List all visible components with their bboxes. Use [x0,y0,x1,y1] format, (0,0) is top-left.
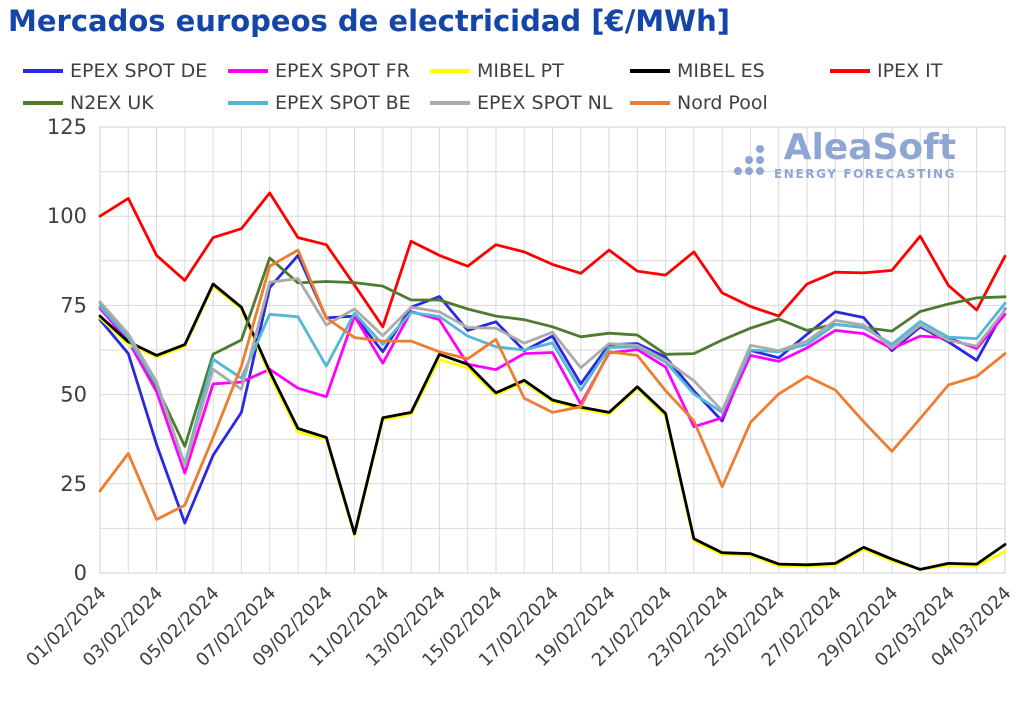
series-epex-spot-de [98,253,1007,525]
legend: EPEX SPOT DE EPEX SPOT FR MIBEL PT MIBEL ES… [0,0,1024,120]
series-nord-pool [98,248,1007,521]
chart-title: Mercados europeos de electricidad [€/MWh… [8,4,731,38]
legend-swatch-epex-spot-nl [430,101,470,105]
series-epex-spot-fr [98,306,1007,475]
gridlines [99,126,1006,574]
legend-label: MIBEL PT [477,60,564,82]
legend-label: EPEX SPOT FR [275,60,410,82]
legend-label: IPEX IT [877,60,943,82]
y-tick-label: 100 [47,204,87,228]
series-epex-spot-nl [98,277,1007,468]
legend-label: Nord Pool [677,92,768,114]
legend-label: MIBEL ES [677,60,765,82]
legend-swatch-epex-spot-de [23,69,63,73]
legend-label: EPEX SPOT DE [70,60,208,82]
legend-swatch-n2ex-uk [23,101,63,105]
legend-swatch-mibel-es [630,69,670,73]
aleasoft-logo-text: AleaSoft [783,127,957,168]
legend-item-ipex-it: IPEX IT [830,59,942,83]
legend-swatch-ipex-it [830,69,870,73]
x-axis: 01/02/202403/02/202405/02/202407/02/2024… [22,583,1015,671]
legend-label: N2EX UK [70,92,154,114]
legend-swatch-mibel-pt [430,69,470,73]
legend-swatch-nord-pool [630,101,670,105]
y-tick-label: 0 [74,561,87,585]
legend-item-n2ex-uk: N2EX UK [23,91,154,115]
aleasoft-logo: AleaSoft ENERGY FORECASTING [733,130,956,181]
legend-item-epex-spot-nl: EPEX SPOT NL [430,91,612,115]
y-axis: 0 25 50 75 100 125 [47,115,87,585]
legend-label: EPEX SPOT BE [275,92,411,114]
series-lines [98,191,1007,571]
y-tick-label: 25 [60,472,87,496]
legend-item-mibel-es: MIBEL ES [630,59,765,83]
legend-swatch-epex-spot-be [228,101,268,105]
legend-swatch-epex-spot-fr [228,69,268,73]
legend-item-epex-spot-be: EPEX SPOT BE [228,91,411,115]
legend-label: EPEX SPOT NL [477,92,613,114]
y-tick-label: 50 [60,383,87,407]
plot-border [99,126,1006,574]
aleasoft-logo-tagline: ENERGY FORECASTING [774,167,957,181]
aleasoft-logo-dots-icon [734,145,764,175]
legend-item-nord-pool: Nord Pool [630,91,768,115]
legend-item-mibel-pt: MIBEL PT [430,59,564,83]
legend-item-epex-spot-de: EPEX SPOT DE [23,59,207,83]
y-tick-label: 75 [60,293,87,317]
series-ipex-it [98,191,1007,329]
legend-item-epex-spot-fr: EPEX SPOT FR [228,59,410,83]
y-tick-label: 125 [47,115,87,139]
